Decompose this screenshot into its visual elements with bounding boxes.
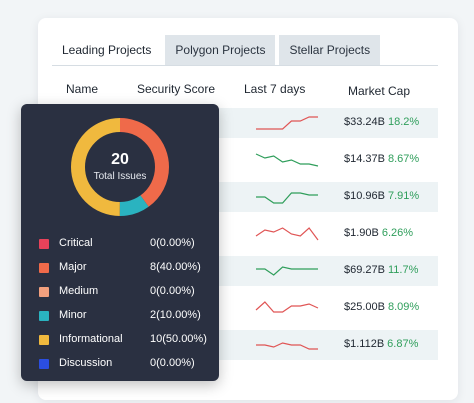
sparkline-7-days: [256, 342, 318, 350]
legend-item-informational: Informational 10(50.00%): [39, 332, 209, 348]
market-cap-value: $1.112B: [344, 338, 385, 350]
project-tabs: Leading Projects Polygon Projects Stella…: [52, 35, 381, 65]
legend-label: Major: [59, 261, 87, 273]
market-cap-cell: $10.96B 7.91%: [344, 190, 419, 202]
market-cap-cell: $14.37B 8.67%: [344, 153, 419, 165]
legend-label: Medium: [59, 285, 99, 297]
sparkline-path: [256, 266, 318, 276]
market-cap-value: $25.00B: [344, 301, 385, 313]
legend-swatch: [39, 263, 49, 273]
legend-value: 2(10.00%): [150, 309, 201, 321]
legend-label: Discussion: [59, 357, 113, 369]
issues-donut-chart: [71, 118, 169, 216]
market-cap-change: 8.09%: [387, 301, 420, 313]
table-row[interactable]: $1.90B 6.26%: [52, 219, 438, 249]
market-cap-change: 11.7%: [387, 264, 419, 276]
legend-swatch: [39, 311, 49, 321]
column-header-last-7-days[interactable]: Last 7 days: [244, 82, 306, 96]
market-cap-value: $10.96B: [344, 190, 385, 202]
sparkline-path: [256, 116, 318, 130]
market-cap-value: $69.27B: [344, 264, 385, 276]
table-row[interactable]: $14.37B 8.67%: [52, 145, 438, 175]
sparkline-7-days: [256, 266, 318, 276]
market-cap-change: 7.91%: [387, 190, 420, 202]
sparkline-path: [256, 192, 318, 204]
legend-swatch: [39, 335, 49, 345]
legend-swatch: [39, 287, 49, 297]
market-cap-change: 6.26%: [381, 227, 414, 239]
sparkline-path: [256, 342, 318, 350]
total-issues-label: Total Issues: [93, 171, 147, 182]
sparkline-7-days: [255, 301, 319, 313]
market-cap-cell: $69.27B 11.7%: [344, 264, 418, 276]
legend-swatch: [39, 239, 49, 249]
tab-leading-projects[interactable]: Leading Projects: [52, 35, 162, 65]
sparkline-7-days: [256, 192, 318, 204]
legend-label: Minor: [59, 309, 87, 321]
market-cap-change: 8.67%: [387, 153, 420, 165]
legend-item-medium: Medium 0(0.00%): [39, 284, 209, 300]
donut-segment-minor: [71, 118, 169, 216]
sparkline-path: [255, 153, 319, 167]
legend-value: 0(0.00%): [150, 237, 195, 249]
legend-label: Critical: [59, 237, 93, 249]
market-cap-cell: $25.00B 8.09%: [344, 301, 419, 313]
legend-label: Informational: [59, 333, 123, 345]
legend-item-critical: Critical 0(0.00%): [39, 236, 209, 252]
market-cap-cell: $33.24B 18.2%: [344, 116, 419, 128]
legend-item-major: Major 8(40.00%): [39, 260, 209, 276]
sparkline-path: [255, 301, 319, 313]
tabs-divider: [52, 65, 438, 66]
legend-value: 0(0.00%): [150, 285, 195, 297]
sparkline-7-days: [256, 116, 318, 130]
sparkline-7-days: [255, 153, 319, 167]
legend-item-discussion: Discussion 0(0.00%): [39, 356, 209, 372]
table-row[interactable]: $25.00B 8.09%: [52, 293, 438, 323]
market-cap-cell: $1.112B 6.87%: [344, 338, 418, 350]
market-cap-value: $1.90B: [344, 227, 379, 239]
legend-value: 8(40.00%): [150, 261, 201, 273]
market-cap-value: $33.24B: [344, 116, 385, 128]
tab-stellar-projects[interactable]: Stellar Projects: [279, 35, 381, 65]
tab-polygon-projects[interactable]: Polygon Projects: [165, 35, 276, 65]
column-header-security-score[interactable]: Security Score: [137, 82, 216, 96]
market-cap-cell: $1.90B 6.26%: [344, 227, 413, 239]
legend-swatch: [39, 359, 49, 369]
donut-segment-informational: [71, 118, 169, 216]
column-header-name[interactable]: Name: [66, 82, 99, 96]
issues-summary-panel: 20 Total Issues Critical 0(0.00%) Major 8(4…: [21, 104, 219, 381]
market-cap-value: $14.37B: [344, 153, 385, 165]
market-cap-change: 6.87%: [387, 338, 419, 350]
sparkline-path: [255, 227, 319, 241]
total-issues-count: 20: [111, 151, 129, 168]
market-cap-change: 18.2%: [387, 116, 420, 128]
legend-item-minor: Minor 2(10.00%): [39, 308, 209, 324]
legend-value: 10(50.00%): [150, 333, 207, 345]
legend-value: 0(0.00%): [150, 357, 195, 369]
column-header-market-cap[interactable]: Market Cap: [348, 84, 411, 98]
sparkline-7-days: [255, 227, 319, 241]
